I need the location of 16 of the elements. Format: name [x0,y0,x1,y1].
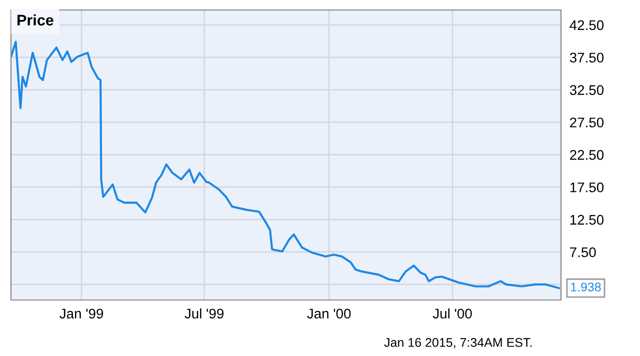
y-tick-label: 27.50 [570,118,604,128]
line-series [11,40,560,290]
y-tick-label: 17.50 [570,182,604,192]
chart-title: Price [18,14,54,26]
data-label: 1.938 [571,282,601,292]
x-tick-label: Jan '99 [60,308,104,319]
y-tick-label: 12.50 [570,214,604,225]
y-tick-label: 32.50 [570,85,604,95]
y-tick-label: 37.50 [570,52,604,63]
y-tick-label: 7.50 [570,247,596,258]
text: Jan 16 2015, 7:34AM EST. [384,338,532,348]
x-tick-label: Jul '00 [432,308,472,319]
x-tick-label: Jul '99 [184,308,224,319]
y-tick-label: 22.50 [570,150,604,160]
y-tick-label: 42.50 [570,20,604,30]
x-tick-label: Jan '00 [307,308,351,319]
